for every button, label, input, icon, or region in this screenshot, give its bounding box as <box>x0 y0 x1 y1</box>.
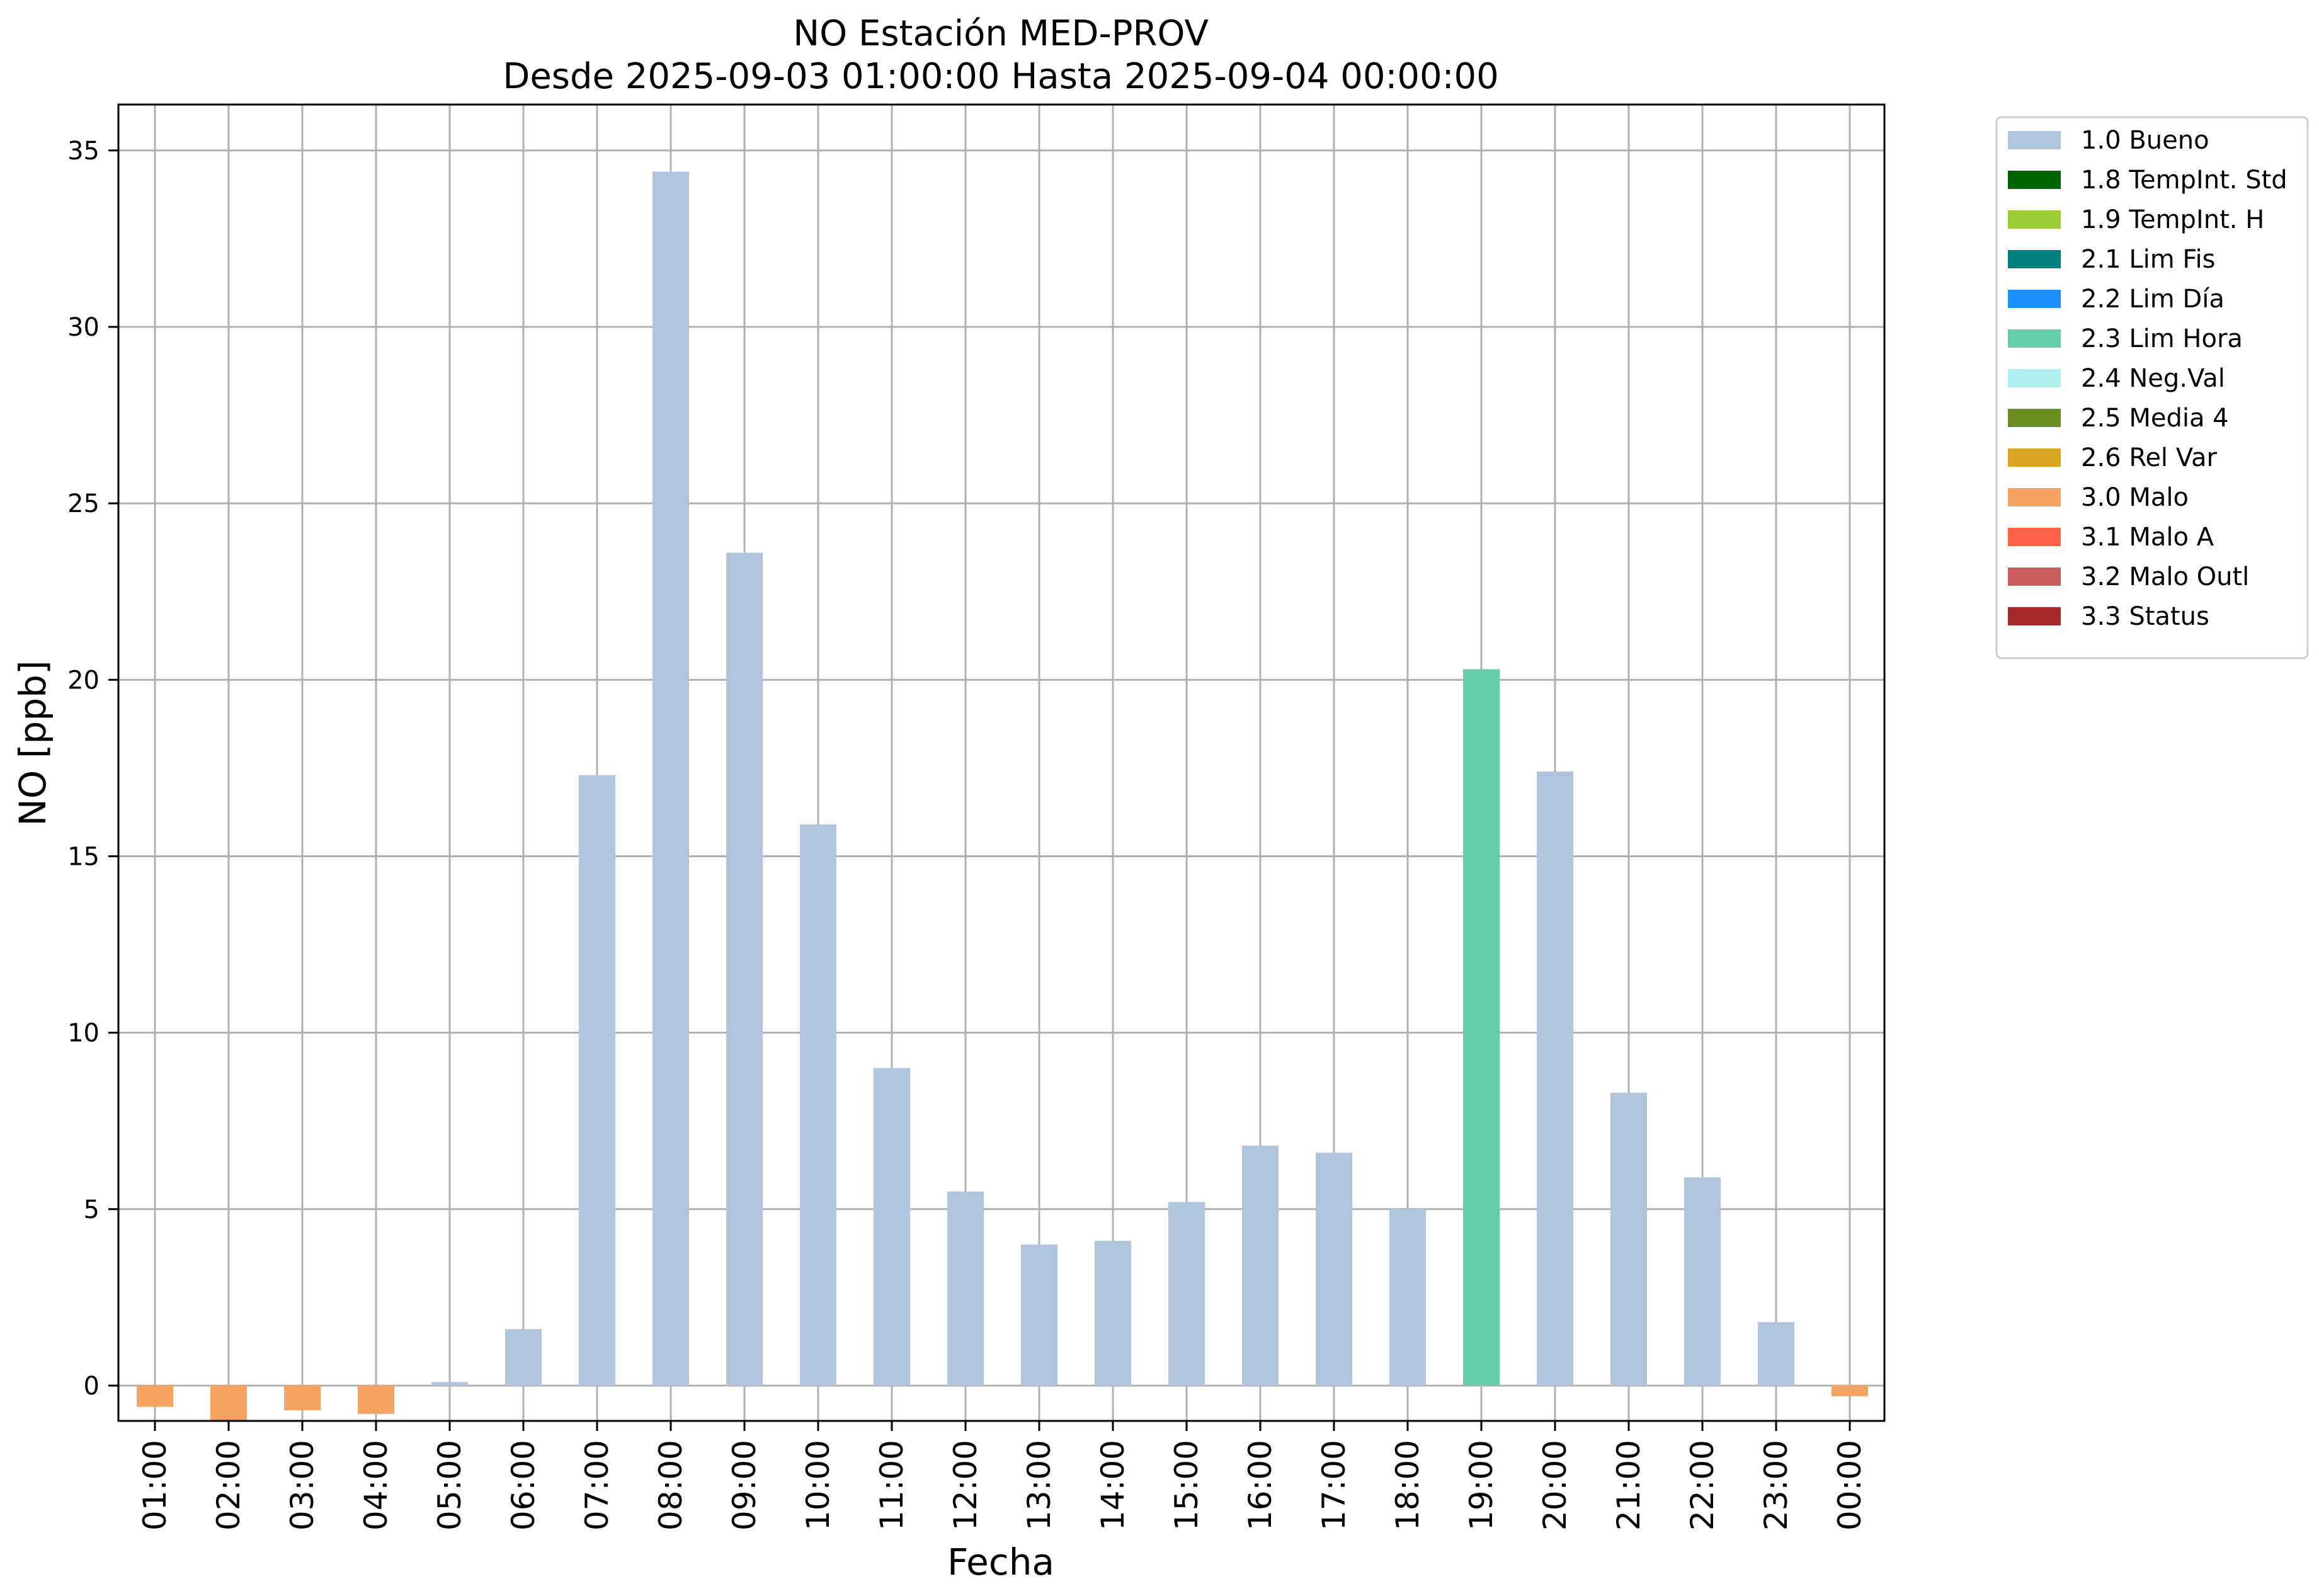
x-tick-label: 23:00 <box>1758 1440 1794 1530</box>
legend: 1.0 Bueno 1.8 TempInt. Std 1.9 TempInt. H 2… <box>1995 116 2309 659</box>
legend-label: 1.8 TempInt. Std <box>2081 166 2288 195</box>
x-tick-label: 13:00 <box>1021 1440 1057 1530</box>
bar <box>1537 772 1573 1386</box>
legend-label: 1.9 TempInt. H <box>2081 205 2264 234</box>
x-tick-label: 03:00 <box>284 1440 321 1530</box>
legend-label: 2.6 Rel Var <box>2081 443 2218 472</box>
legend-label: 2.5 Media 4 <box>2081 404 2229 433</box>
x-tick-label: 20:00 <box>1537 1440 1573 1530</box>
legend-swatch <box>2008 607 2061 625</box>
x-tick-label: 21:00 <box>1610 1440 1647 1530</box>
x-axis-label: Fecha <box>947 1541 1054 1583</box>
x-tick-label: 10:00 <box>800 1440 836 1530</box>
legend-swatch <box>2008 210 2061 229</box>
legend-swatch <box>2008 329 2061 348</box>
legend-swatch <box>2008 567 2061 586</box>
bar <box>505 1329 542 1386</box>
bar <box>1242 1145 1279 1386</box>
chart-title: NO Estación MED-PROV <box>793 13 1209 54</box>
y-tick-label: 25 <box>67 489 100 518</box>
y-tick-label: 0 <box>84 1372 100 1401</box>
legend-swatch <box>2008 369 2061 387</box>
bar <box>1095 1241 1131 1386</box>
legend-label: 3.1 Malo A <box>2081 523 2214 552</box>
bar <box>137 1385 173 1407</box>
bar <box>1684 1177 1721 1386</box>
y-tick-label: 15 <box>67 842 100 871</box>
x-tick-label: 12:00 <box>947 1440 984 1530</box>
legend-swatch <box>2008 488 2061 506</box>
x-tick-label: 11:00 <box>874 1440 910 1530</box>
bar <box>284 1385 321 1411</box>
legend-label: 2.1 Lim Fis <box>2081 245 2215 274</box>
x-tick-label: 05:00 <box>431 1440 468 1530</box>
x-tick-label: 02:00 <box>210 1440 247 1530</box>
legend-swatch <box>2008 131 2061 149</box>
bar <box>652 171 689 1386</box>
legend-label: 3.3 Status <box>2081 602 2209 631</box>
bar <box>1610 1092 1647 1386</box>
x-tick-label: 01:00 <box>137 1440 173 1530</box>
bar <box>1758 1322 1794 1386</box>
bar <box>358 1385 394 1414</box>
x-tick-label: 09:00 <box>726 1440 763 1530</box>
bar <box>1168 1202 1205 1386</box>
y-tick-label: 10 <box>67 1019 100 1048</box>
legend-swatch <box>2008 409 2061 427</box>
bars <box>137 171 1868 1421</box>
x-tick-label: 07:00 <box>579 1440 615 1530</box>
y-tick-label: 30 <box>67 313 100 342</box>
legend-swatch <box>2008 250 2061 268</box>
bar <box>1316 1153 1352 1386</box>
x-tick-label: 18:00 <box>1389 1440 1426 1530</box>
x-tick-label: 17:00 <box>1316 1440 1352 1530</box>
bar <box>210 1385 247 1421</box>
legend-label: 2.2 Lim Día <box>2081 285 2225 314</box>
legend-box <box>1995 116 2309 659</box>
x-tick-label: 22:00 <box>1684 1440 1721 1530</box>
x-tick-label: 08:00 <box>652 1440 689 1530</box>
bar <box>579 775 615 1386</box>
legend-label: 2.4 Neg.Val <box>2081 364 2225 393</box>
legend-swatch <box>2008 290 2061 308</box>
chart-subtitle: Desde 2025-09-03 01:00:00 Hasta 2025-09-… <box>503 56 1499 97</box>
legend-swatch <box>2008 171 2061 189</box>
bar <box>874 1068 910 1386</box>
x-tick-label: 06:00 <box>505 1440 542 1530</box>
y-axis-label: NO [ppb] <box>11 660 54 826</box>
bar <box>1832 1385 1868 1396</box>
x-tick-label: 15:00 <box>1168 1440 1205 1530</box>
bar <box>1389 1209 1426 1386</box>
bar <box>800 824 836 1386</box>
bar <box>726 552 763 1386</box>
legend-label: 3.0 Malo <box>2081 483 2189 512</box>
bar <box>1021 1244 1057 1386</box>
y-tick-label: 5 <box>84 1195 100 1224</box>
bar <box>1463 669 1500 1386</box>
y-tick-label: 35 <box>67 137 100 166</box>
bar <box>947 1191 984 1386</box>
bar <box>431 1382 468 1386</box>
legend-label: 3.2 Malo Outl <box>2081 562 2249 591</box>
x-tick-label: 19:00 <box>1463 1440 1500 1530</box>
x-tick-label: 14:00 <box>1095 1440 1131 1530</box>
y-axis: 0 5 10 15 20 25 30 35 <box>67 137 118 1401</box>
plot-frame <box>117 103 1886 1422</box>
x-tick-label: 16:00 <box>1242 1440 1279 1530</box>
legend-swatch <box>2008 448 2061 467</box>
legend-label: 2.3 Lim Hora <box>2081 324 2243 353</box>
x-tick-label: 04:00 <box>358 1440 394 1530</box>
x-axis: 01:00 02:00 03:00 04:00 05:00 06:00 07:00 08:00… <box>137 1421 1868 1530</box>
legend-label: 1.0 Bueno <box>2081 126 2209 155</box>
x-tick-label: 00:00 <box>1832 1440 1868 1530</box>
y-tick-label: 20 <box>67 666 100 695</box>
legend-swatch <box>2008 528 2061 546</box>
